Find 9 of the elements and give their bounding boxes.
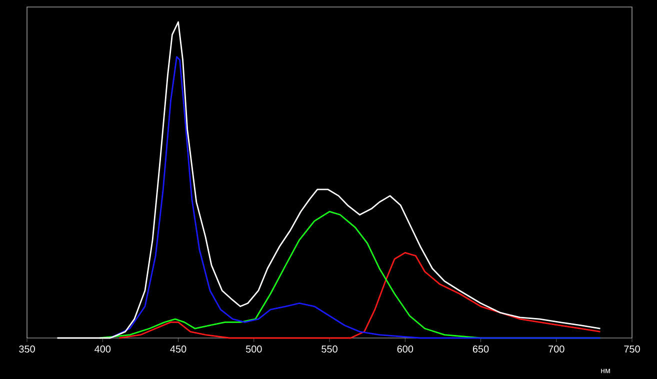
x-tick-label: 550 xyxy=(322,346,338,353)
x-tick-label: 500 xyxy=(246,346,262,353)
x-tick-label: 350 xyxy=(19,346,35,353)
x-tick-label: 400 xyxy=(94,346,111,353)
x-tick-label: 650 xyxy=(472,346,489,353)
x-tick-label: 750 xyxy=(624,346,640,353)
x-tick-label: 700 xyxy=(548,346,564,353)
x-tick-label: 450 xyxy=(170,346,186,353)
x-tick-label: 600 xyxy=(397,346,414,353)
